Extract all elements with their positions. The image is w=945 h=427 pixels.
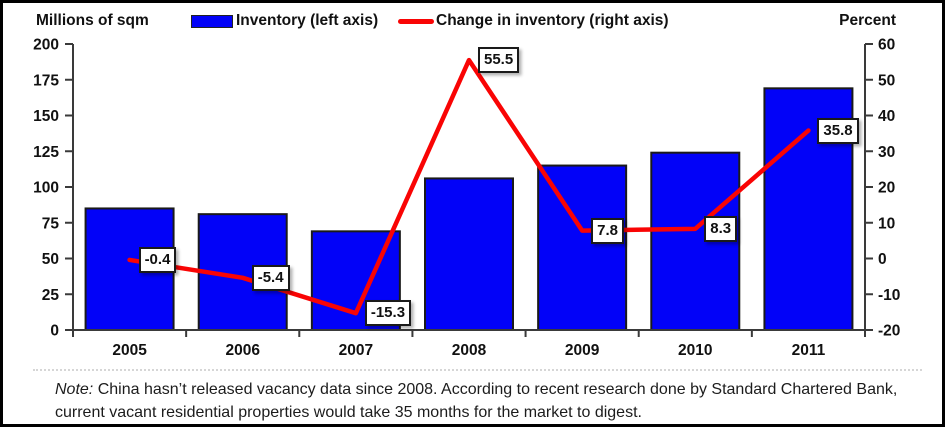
note-prefix: Note: — [55, 381, 94, 398]
x-label-2011: 2011 — [792, 342, 826, 359]
chart-note: Note: China hasn’t released vacancy data… — [33, 369, 922, 424]
right-tick-label: 50 — [878, 72, 895, 89]
chart-plot-area: 0 25 50 75 100 125 150 175 200 -20 -10 0 10 20 30 40 50 6… — [3, 3, 942, 369]
right-tick-label: 30 — [878, 144, 895, 161]
data-label-2005: -0.4 — [138, 246, 177, 273]
bar-swatch-icon — [191, 15, 233, 28]
right-tick-label: 20 — [878, 180, 895, 197]
legend-label-inventory: Inventory (left axis) — [236, 12, 379, 29]
data-label-2006: -5.4 — [251, 264, 290, 291]
left-tick-label: 125 — [33, 144, 59, 161]
note-text: China hasn’t released vacancy data since… — [55, 381, 898, 421]
right-axis-title: Percent — [839, 12, 896, 29]
x-label-2009: 2009 — [565, 342, 600, 359]
left-tick-label: 175 — [33, 72, 59, 89]
left-tick-label: 200 — [33, 37, 59, 54]
left-tick-label: 75 — [42, 215, 60, 232]
left-tick-label: 25 — [42, 287, 60, 304]
left-tick-label: 50 — [42, 251, 59, 268]
right-tick-label: -20 — [878, 323, 900, 340]
right-tick-label: 0 — [878, 251, 887, 268]
data-label-2007: -15.3 — [364, 300, 412, 327]
legend-label-change: Change in inventory (right axis) — [436, 12, 669, 29]
data-label-2009: 7.8 — [591, 217, 624, 244]
left-tick-label: 100 — [33, 180, 59, 197]
x-label-2007: 2007 — [339, 342, 373, 359]
left-tick-label: 150 — [33, 108, 59, 125]
bar-2009 — [537, 164, 628, 331]
legend-item-change: Change in inventory (right axis) — [398, 12, 669, 30]
data-label-2011: 35.8 — [817, 117, 859, 144]
x-label-2010: 2010 — [678, 342, 712, 359]
right-tick-label: 40 — [878, 108, 895, 125]
line-swatch-icon — [398, 19, 434, 24]
bar-2008 — [424, 177, 514, 331]
data-label-2008: 55.5 — [478, 47, 520, 74]
chart-canvas: 0 25 50 75 100 125 150 175 200 -20 -10 0 10 20 30 40 50 6… — [33, 37, 900, 360]
right-tick-label: -10 — [878, 287, 900, 304]
change-line — [127, 57, 811, 316]
legend-item-inventory: Inventory (left axis) — [191, 12, 378, 30]
left-tick-label: 0 — [50, 323, 59, 340]
x-label-2005: 2005 — [112, 342, 147, 359]
data-label-2010: 8.3 — [704, 215, 738, 242]
right-tick-label: 60 — [878, 37, 895, 54]
x-label-2008: 2008 — [452, 342, 487, 359]
x-label-2006: 2006 — [225, 342, 260, 359]
right-tick-label: 10 — [878, 215, 895, 232]
left-axis-title: Millions of sqm — [36, 12, 149, 29]
